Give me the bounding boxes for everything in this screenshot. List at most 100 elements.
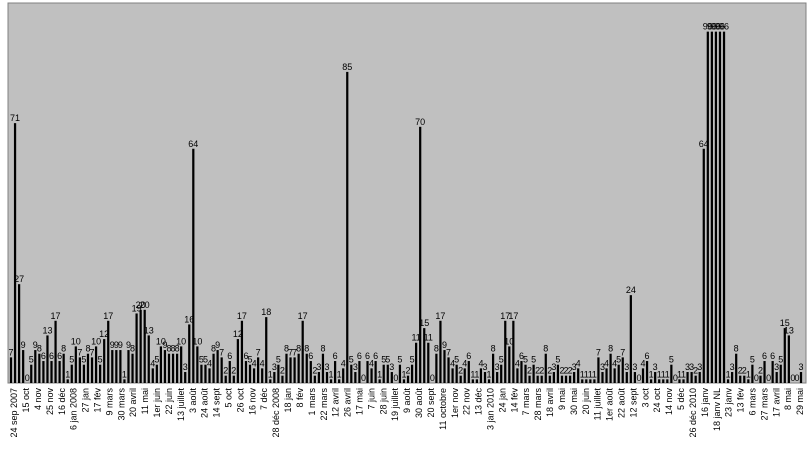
x-tick-label: 16 nov [247,388,257,416]
bar [386,364,389,383]
bar-value-label: 4 [604,358,609,368]
x-tick-label: 26 déc 2010 [688,388,698,438]
bar [321,353,325,383]
x-tick-label: 24 oct [652,388,662,413]
bar [277,364,280,383]
x-tick-label: 26 oct [235,388,245,413]
bar-value-label: 19 [132,303,142,313]
bar-value-label: 2 [568,366,573,376]
x-tick-label: 8 fév [295,388,305,408]
bar-value-label: 70 [415,117,425,127]
bar-value-label: 4 [462,358,467,368]
bar-value-label: 1 [746,369,751,379]
bar [398,364,402,383]
x-tick-label: 5 oct [224,388,234,408]
bar-value-label: 8 [166,344,171,354]
bar-value-label: 10 [156,336,166,346]
bar-value-label: 7 [8,347,13,357]
x-tick-label: 26 avril [343,388,353,417]
bar [577,368,580,383]
bar [143,309,146,383]
bar [127,350,130,383]
x-tick-label: 24 août [200,388,210,419]
x-tick-label: 6 jan 2008 [69,388,79,430]
bar [406,375,410,383]
bar-value-label: 64 [188,139,198,149]
bar-value-label: 4 [450,358,455,368]
bar-value-label: 20 [136,300,146,310]
bar-value-label: 3 [572,362,577,372]
bar-value-label: 4 [576,358,581,368]
bar-value-label: 1 [329,369,334,379]
bar [649,379,653,383]
x-tick-label: 20 sept [426,388,436,418]
bar-value-label: 4 [150,358,155,368]
bar [585,379,588,383]
bar-value-label: 3 [697,362,702,372]
bar [415,342,418,383]
bar-value-label: 3 [685,362,690,372]
bar-value-label: 1 [122,369,127,379]
bar [564,375,568,383]
bar-value-label: 6 [373,351,378,361]
x-tick-label: 30 mars [116,388,126,421]
bar [139,309,142,383]
x-tick-label: 4 nov [33,388,43,411]
bar [402,379,406,383]
bar-value-label: 5 [555,355,560,365]
bar [540,375,543,383]
x-tick-label: 11 juillet [593,388,603,421]
bar [196,346,199,383]
bar-value-label: 4 [260,358,265,368]
bar [739,375,742,383]
bar-value-label: 6 [49,351,54,361]
bar [706,31,709,383]
bar-value-label: 6 [365,351,370,361]
bar [123,379,126,383]
bar-value-label: 8 [61,344,66,354]
bar [301,320,304,383]
bar [34,350,37,383]
x-tick-label: 3 août [188,388,198,414]
bar [204,364,207,383]
bar-value-label: 16 [184,314,194,324]
bar-value-label: 1 [337,369,342,379]
bar-value-label: 2 [231,366,236,376]
bar-value-label: 9 [162,340,167,350]
bar-value-label: 1 [268,369,273,379]
bar-value-label: 1 [592,369,597,379]
bar-value-label: 8 [37,344,42,354]
x-tick-label: 24 jan [497,388,507,413]
bar [338,379,341,383]
bar-value-label: 1 [665,369,670,379]
bar [536,375,539,383]
bar-value-label: 3 [632,362,637,372]
bar [763,361,766,383]
bar [135,313,138,383]
bar-value-label: 8 [320,344,325,354]
bar-value-label: 0 [636,373,641,383]
bar-value-label: 17 [237,311,247,321]
bar-value-label: 8 [130,344,135,354]
bar [609,353,612,383]
bar [236,339,239,383]
bar [119,350,122,383]
bar [99,364,102,383]
bar-value-label: 2 [280,366,285,376]
x-tick-label: 17 mai [355,388,365,415]
bar [342,368,345,383]
bar [682,379,685,383]
bar-value-label: 1 [377,369,382,379]
bar [155,364,158,383]
bar-value-label: 96 [703,22,713,32]
x-tick-label: 7 juin [366,388,376,410]
bar-value-label: 5 [531,355,536,365]
bar-value-label: 2 [539,366,544,376]
bar [625,372,628,383]
bar-value-label: 4 [207,358,212,368]
bar [528,375,531,383]
bar [568,375,572,383]
x-tick-label: 9 mars [104,388,114,416]
bar-value-label: 4 [252,358,257,368]
bar [22,350,25,383]
